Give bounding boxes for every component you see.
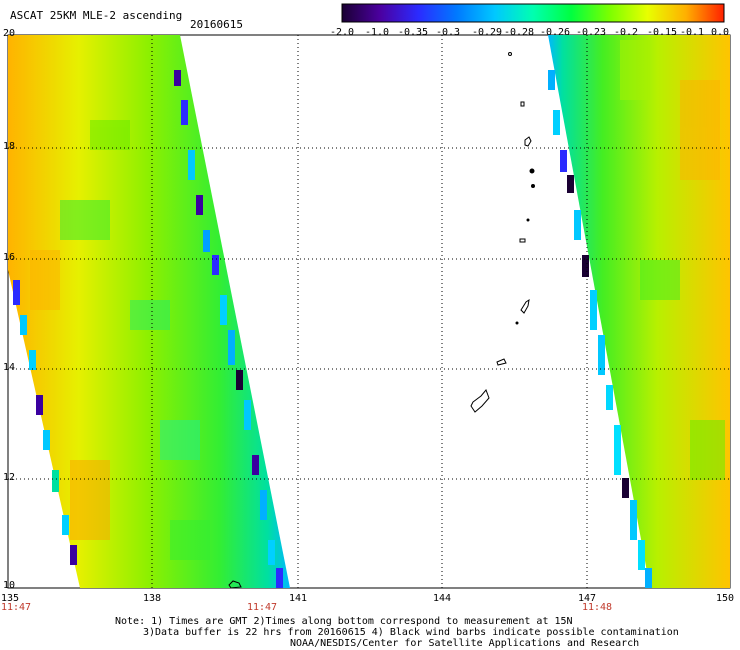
lat-label: 16 (3, 252, 16, 263)
lat-label: 20 (3, 28, 16, 39)
footnotes: Note: 1) Times are GMT 2)Times along bot… (115, 616, 679, 649)
colorbar-tick: -1.0 (364, 27, 390, 38)
map-grid (8, 35, 730, 588)
lon-label: 141 (288, 593, 308, 604)
time-label: 11:48 (581, 602, 613, 613)
colorbar-tick: -0.29 (471, 27, 503, 38)
swath-texture (30, 40, 725, 560)
lat-label: 18 (3, 141, 16, 152)
colorbar-tick: -0.28 (503, 27, 535, 38)
colorbar-tick: -2.0 (329, 27, 355, 38)
right-swath-edge (548, 70, 652, 588)
island-outlines (228, 52, 535, 589)
footnote-line: NOAA/NESDIS/Center for Satellite Applica… (290, 638, 640, 649)
colorbar-tick: -0.23 (575, 27, 607, 38)
lat-label: 14 (3, 362, 16, 373)
lat-label: 12 (3, 472, 16, 483)
chart-date: 20160615 (190, 18, 243, 31)
footnote-line: 3)Data buffer is 22 hrs from 20160615 4)… (143, 627, 679, 638)
time-label: 11:47 (246, 602, 278, 613)
colorbar-tick: -0.3 (435, 27, 461, 38)
lat-label: 10 (3, 580, 16, 591)
colorbar-tick: -0.2 (613, 27, 639, 38)
lon-label: 135 (0, 593, 20, 604)
footnote-line: Note: 1) Times are GMT 2)Times along bot… (115, 616, 573, 627)
colorbar-tick: -0.15 (646, 27, 678, 38)
lon-label: 147 (577, 593, 597, 604)
colorbar-tick: -0.35 (397, 27, 429, 38)
colorbar-tick: -0.1 (679, 27, 705, 38)
lon-label: 138 (142, 593, 162, 604)
colorbar-tick: -0.26 (539, 27, 571, 38)
chart-title: ASCAT 25KM MLE-2 ascending (10, 9, 183, 22)
lon-label: 144 (432, 593, 452, 604)
left-swath-edge (13, 70, 283, 588)
colorbar (341, 3, 725, 23)
time-label: 11:47 (0, 602, 32, 613)
colorbar-tick: 0.0 (710, 27, 730, 38)
lon-label: 150 (715, 593, 735, 604)
